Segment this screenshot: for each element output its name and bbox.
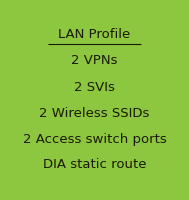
Text: 2 Access switch ports: 2 Access switch ports xyxy=(23,133,166,146)
Text: 2 Wireless SSIDs: 2 Wireless SSIDs xyxy=(39,107,150,120)
Text: 2 VPNs: 2 VPNs xyxy=(71,54,118,68)
Text: 2 SVIs: 2 SVIs xyxy=(74,81,115,94)
Text: LAN Profile: LAN Profile xyxy=(58,28,131,42)
Text: DIA static route: DIA static route xyxy=(43,159,146,172)
